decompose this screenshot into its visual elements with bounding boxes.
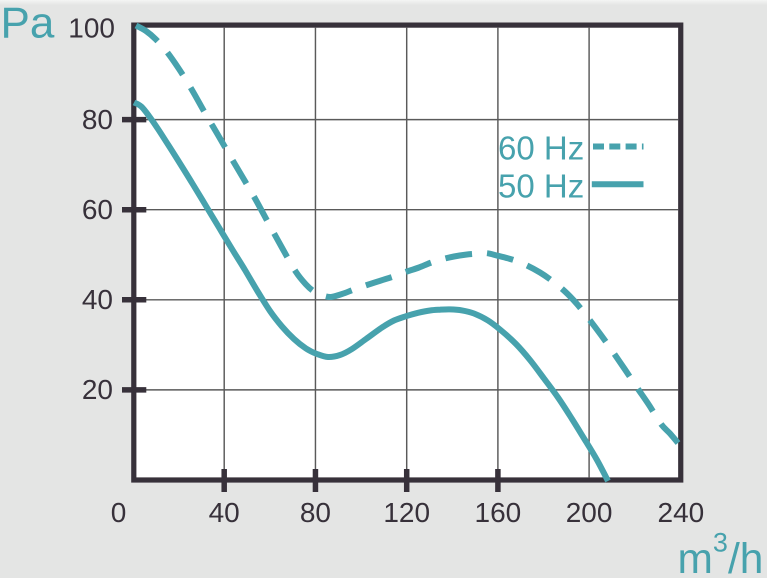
svg-text:240: 240 (658, 497, 705, 528)
svg-text:50 Hz: 50 Hz (498, 168, 584, 205)
svg-text:160: 160 (475, 497, 522, 528)
svg-text:20: 20 (82, 374, 113, 405)
svg-text:80: 80 (300, 497, 331, 528)
svg-text:100: 100 (68, 13, 115, 44)
svg-text:Pa: Pa (1, 0, 55, 47)
svg-text:40: 40 (209, 497, 240, 528)
svg-text:0: 0 (111, 497, 127, 528)
svg-text:60 Hz: 60 Hz (498, 129, 584, 166)
svg-text:40: 40 (82, 284, 113, 315)
svg-text:80: 80 (82, 104, 113, 135)
svg-text:200: 200 (566, 497, 613, 528)
svg-text:120: 120 (383, 497, 430, 528)
svg-text:60: 60 (82, 194, 113, 225)
